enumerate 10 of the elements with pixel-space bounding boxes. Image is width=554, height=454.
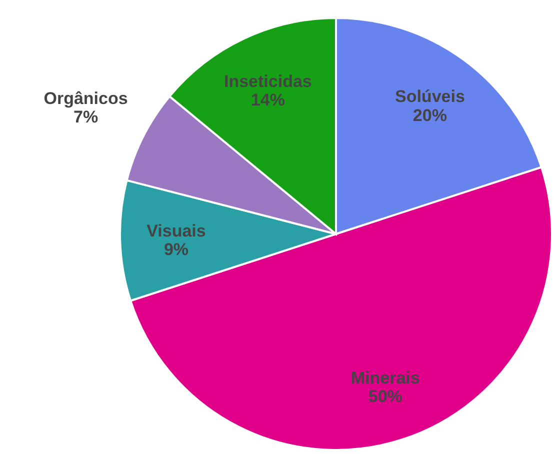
data-label: 20% — [412, 106, 447, 125]
data-label: 7% — [74, 108, 98, 127]
data-label: 9% — [164, 240, 189, 260]
data-label: 14% — [250, 90, 285, 110]
slice-label: Visuais — [146, 221, 206, 240]
slice-label: Inseticidas — [224, 72, 312, 91]
slice-label: Orgânicos — [44, 88, 128, 108]
slice-label: Minerais — [350, 368, 420, 388]
slice-label: Solúveis — [394, 87, 465, 106]
data-label: 50% — [368, 387, 402, 406]
